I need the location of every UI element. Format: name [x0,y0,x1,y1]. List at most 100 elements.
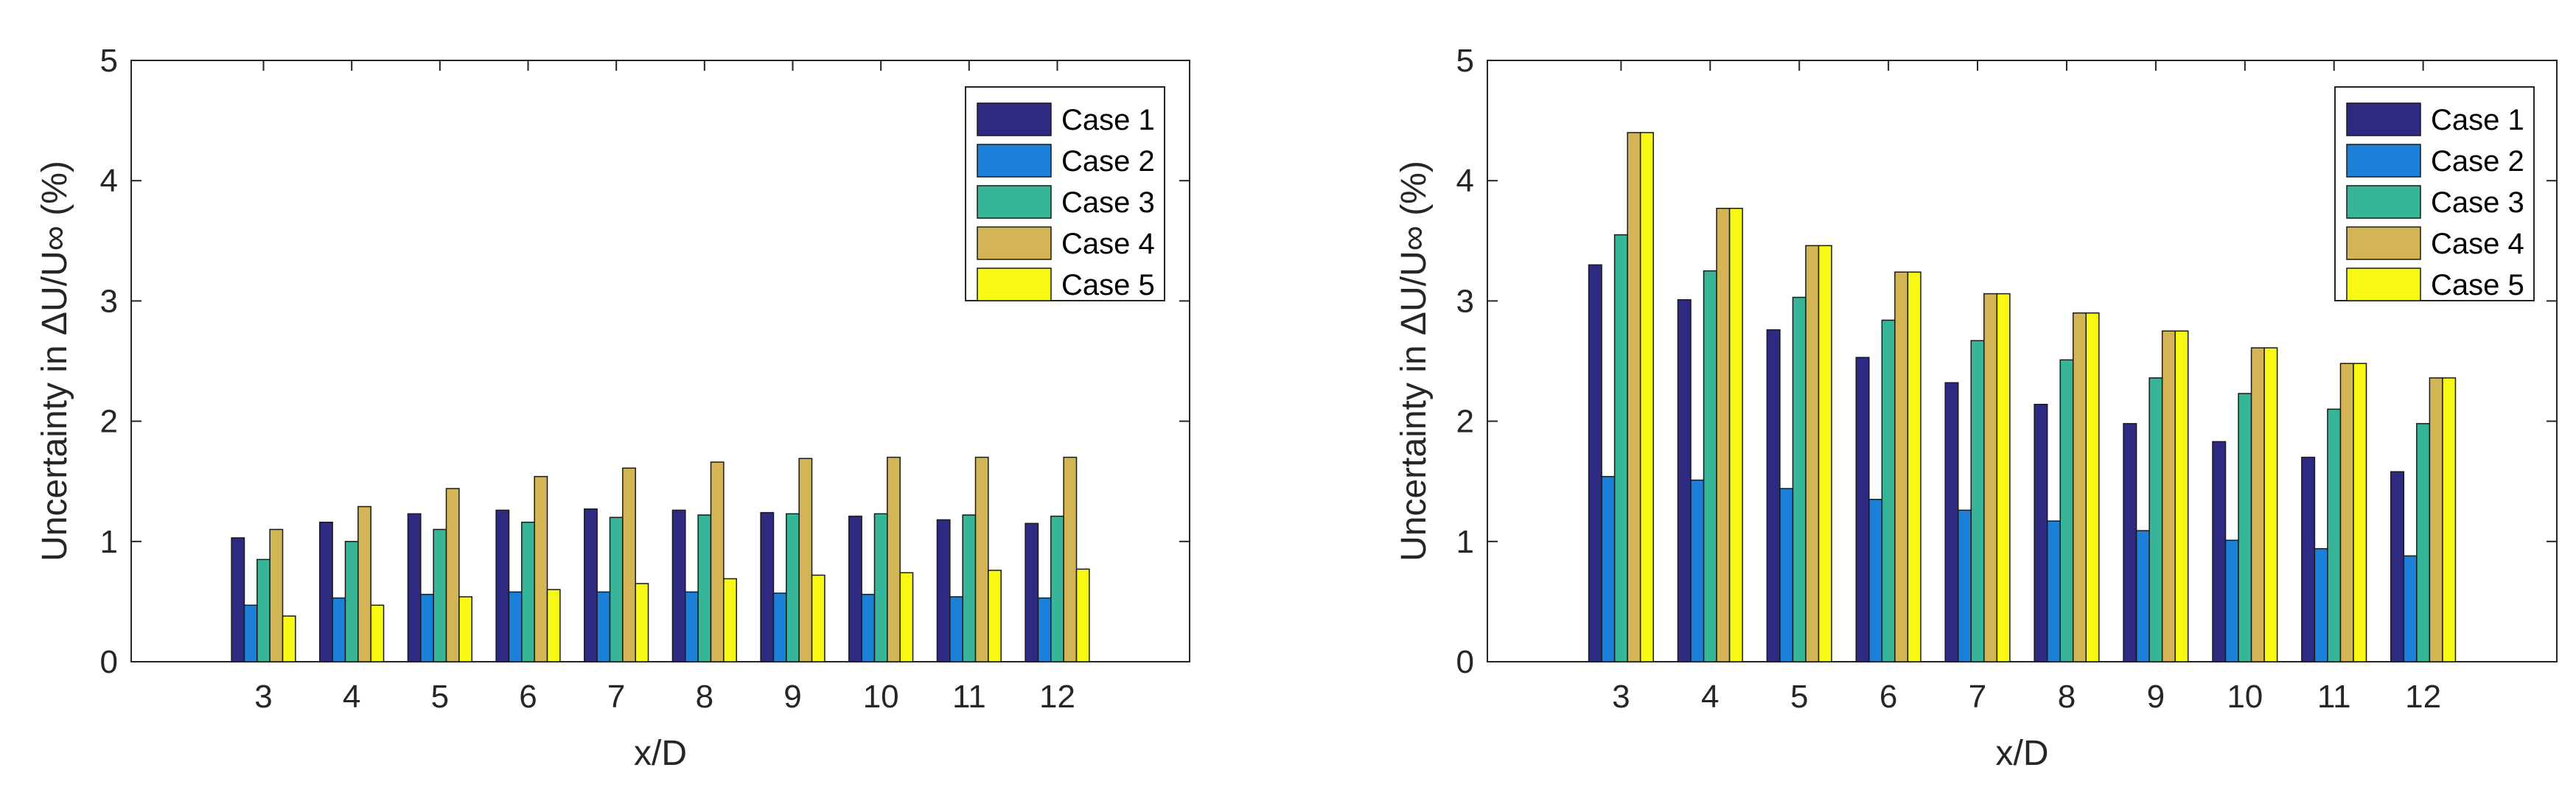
legend-label-5: Case 5 [2431,269,2524,301]
bar-case-5-x8 [2085,312,2100,662]
legend-swatch-3 [2346,185,2421,219]
legend-swatch-3 [977,185,1052,219]
bar-case-5-x7 [635,583,649,662]
y-tick-label: 3 [1456,283,1474,319]
bar-case-5-x5 [1818,245,1832,662]
bar-case-4-x12 [1063,456,1078,662]
bar-case-1-x12 [2390,471,2405,662]
legend-swatch-2 [2346,144,2421,178]
bar-case-1-x11 [936,519,951,662]
bar-case-4-x12 [2429,377,2443,662]
bar-case-5-x3 [1639,132,1654,662]
bar-case-2-x3 [243,604,258,662]
bar-case-5-x12 [1075,568,1090,662]
x-tick-label: 3 [1612,679,1630,715]
bar-case-5-x8 [723,578,737,662]
x-tick-label: 10 [2227,679,2263,715]
bar-case-3-x7 [609,517,624,662]
bar-case-2-x6 [508,591,523,662]
y-tick-label: 5 [100,43,118,79]
bar-case-5-x12 [2442,377,2457,662]
bar-case-3-x4 [1703,270,1717,662]
bar-case-5-x10 [2263,347,2278,662]
y-tick-label: 0 [1456,644,1474,680]
y-tick-label: 3 [100,283,118,319]
bar-case-4-x8 [2072,312,2087,662]
legend-label-2: Case 2 [1061,145,1155,178]
bar-case-3-x11 [962,514,977,662]
bar-case-5-x7 [1996,293,2011,662]
x-tick-label: 8 [2058,679,2076,715]
legend-swatch-5 [2346,267,2421,301]
bar-case-2-x5 [1779,488,1794,662]
bar-case-1-x8 [2034,404,2048,662]
bar-case-4-x10 [887,456,901,662]
bar-case-1-x10 [2212,441,2227,662]
x-tick-label: 7 [607,679,625,715]
bar-case-5-x4 [370,604,385,662]
bar-case-3-x6 [1881,319,1896,662]
y-tick-label: 5 [1456,43,1474,79]
legend-swatch-2 [977,144,1052,178]
bar-case-3-x12 [2416,423,2431,662]
bar-case-5-x3 [282,615,296,662]
bar-case-2-x6 [1868,498,1883,662]
x-tick-label: 9 [783,679,801,715]
bar-case-3-x9 [2149,377,2163,662]
bar-case-1-x4 [319,521,333,662]
bar-case-4-x6 [1894,271,1909,662]
bar-case-2-x7 [1957,509,1972,662]
y-tick-label: 1 [1456,524,1474,560]
bar-case-3-x3 [256,559,270,662]
bar-case-3-x6 [521,521,535,662]
bar-case-4-x10 [2250,347,2265,662]
y-tick-label: 2 [1456,404,1474,440]
bar-case-1-x6 [495,509,510,662]
x-axis-title: x/D [634,734,687,773]
bar-case-4-x11 [974,456,989,662]
x-tick-label: 9 [2147,679,2165,715]
bar-case-1-x4 [1677,299,1692,662]
bar-case-2-x3 [1601,475,1616,662]
y-tick-label: 4 [100,163,118,199]
bar-case-2-x11 [949,596,963,662]
legend: Case 1 Case 2 Case 3 Case 4 Case 5 [2334,86,2535,301]
y-tick-label: 0 [100,644,118,680]
bar-case-2-x8 [685,591,699,662]
bar-case-2-x12 [1037,597,1052,662]
legend-label-4: Case 4 [2431,228,2524,260]
y-tick-label: 2 [100,404,118,440]
legend-swatch-4 [2346,226,2421,260]
bar-case-3-x3 [1613,234,1628,662]
y-tick-label: 1 [100,524,118,560]
bar-case-1-x11 [2301,456,2316,662]
bar-case-4-x8 [710,461,725,662]
bar-case-5-x11 [988,570,1002,662]
x-tick-label: 6 [519,679,537,715]
bar-case-1-x3 [1588,264,1602,662]
bar-case-1-x6 [1855,357,1870,662]
legend: Case 1 Case 2 Case 3 Case 4 Case 5 [965,86,1165,301]
x-tick-label: 12 [1039,679,1075,715]
bar-case-4-x5 [1805,245,1820,662]
bar-case-3-x10 [2238,393,2252,662]
bar-case-3-x10 [873,513,888,662]
bar-case-1-x7 [584,508,598,662]
x-tick-label: 11 [2317,679,2351,715]
bar-case-4-x9 [2161,330,2176,662]
bar-case-5-x6 [546,589,561,662]
bar-case-4-x6 [534,475,548,662]
x-tick-label: 10 [863,679,899,715]
bar-case-1-x3 [231,537,245,662]
legend-label-5: Case 5 [1061,269,1155,301]
bar-case-5-x10 [899,572,914,662]
x-tick-label: 8 [696,679,713,715]
bar-case-5-x5 [458,596,472,662]
legend-label-3: Case 3 [2431,186,2524,219]
bar-case-1-x9 [2123,423,2137,662]
bar-case-5-x11 [2353,363,2367,662]
bar-case-3-x8 [2059,359,2074,662]
x-tick-label: 4 [343,679,360,715]
